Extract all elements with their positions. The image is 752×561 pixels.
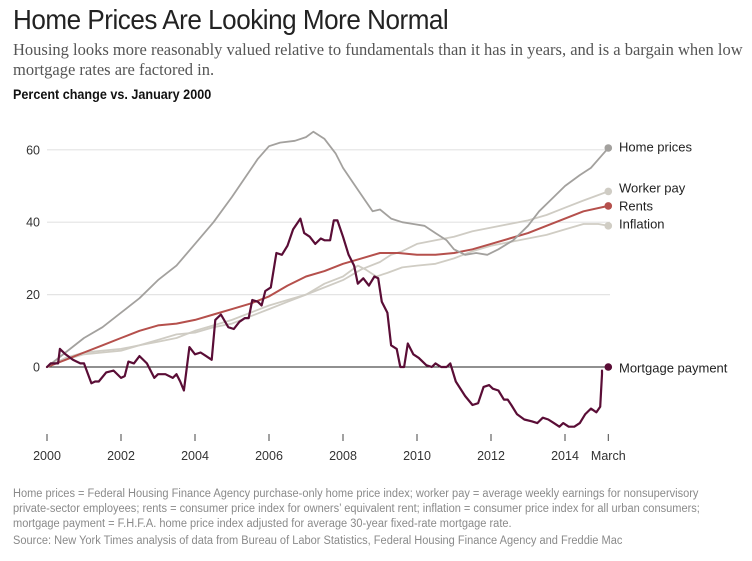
legend: Inflation Worker pay Rents Home prices Mortg… xyxy=(604,140,728,376)
x-axis: 2000 2002 2004 2006 2008 2010 2012 2014 March xyxy=(33,434,626,463)
legend-label-home-prices: Home prices xyxy=(619,140,692,155)
series-line-rents xyxy=(46,204,610,368)
chart-subtitle: Housing looks more reasonably valued rel… xyxy=(13,40,743,79)
series-lines xyxy=(45,130,610,428)
x-tick-label: March xyxy=(591,449,626,463)
legend-label-rents: Rents xyxy=(619,199,653,214)
series-line-mortgage-payment xyxy=(45,217,604,428)
x-tick-label: 2000 xyxy=(33,449,61,463)
series-line-inflation xyxy=(46,223,610,368)
series-line-worker-pay xyxy=(46,190,610,368)
units-label: Percent change vs. January 2000 xyxy=(13,86,212,102)
footnote: Home prices = Federal Housing Finance Ag… xyxy=(13,488,700,530)
y-tick-label: 60 xyxy=(26,143,40,157)
line-chart: 0 20 40 60 2000 2002 2004 2006 2008 2010 2012 2014… xyxy=(26,130,728,463)
y-tick-label: 0 xyxy=(33,361,40,375)
x-tick-label: 2012 xyxy=(477,449,505,463)
legend-label-worker-pay: Worker pay xyxy=(619,181,686,196)
end-marker-inflation xyxy=(604,222,613,230)
end-marker-rents xyxy=(604,202,613,210)
end-marker-mortgage-payment xyxy=(604,363,613,371)
legend-label-mortgage-payment: Mortgage payment xyxy=(619,361,728,376)
x-tick-label: 2014 xyxy=(551,449,579,463)
series-line-home-prices xyxy=(46,130,610,368)
x-tick-label: 2008 xyxy=(329,449,357,463)
x-tick-label: 2002 xyxy=(107,449,135,463)
y-tick-label: 40 xyxy=(26,216,40,230)
chart-title: Home Prices Are Looking More Normal xyxy=(13,4,449,35)
x-tick-label: 2006 xyxy=(255,449,283,463)
source-note: Source: New York Times analysis of data … xyxy=(13,535,623,547)
end-marker-home-prices xyxy=(604,144,613,152)
end-marker-worker-pay xyxy=(604,187,613,196)
x-tick-label: 2010 xyxy=(403,449,431,463)
y-axis: 0 20 40 60 xyxy=(26,143,40,374)
y-tick-label: 20 xyxy=(26,288,40,302)
x-tick-label: 2004 xyxy=(181,449,209,463)
legend-label-inflation: Inflation xyxy=(619,217,665,232)
